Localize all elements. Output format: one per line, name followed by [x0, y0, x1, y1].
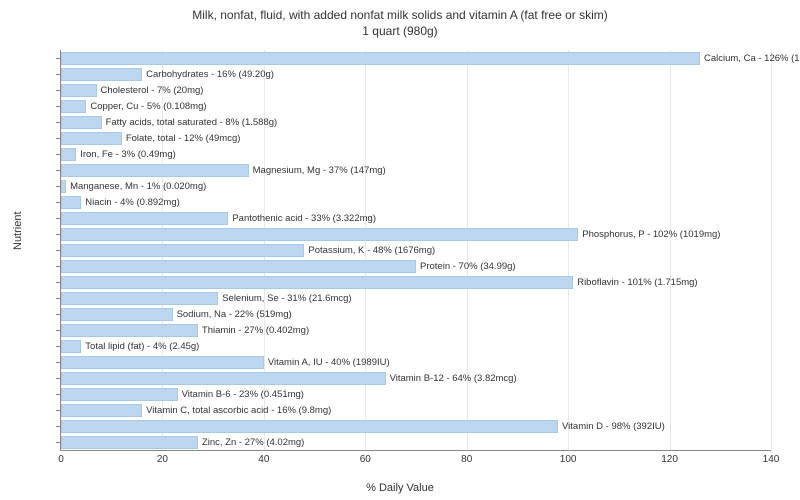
nutrient-bar-label: Manganese, Mn - 1% (0.020mg) [70, 180, 206, 193]
x-tick-label: 100 [560, 454, 577, 465]
x-tick-label: 140 [763, 454, 780, 465]
nutrient-bar-label: Carbohydrates - 16% (49.20g) [146, 68, 274, 81]
nutrient-bar-label: Vitamin B-12 - 64% (3.82mcg) [390, 372, 517, 385]
nutrient-bar-label: Protein - 70% (34.99g) [420, 260, 516, 273]
y-tick [56, 266, 61, 267]
y-tick [56, 346, 61, 347]
y-tick [56, 426, 61, 427]
plot-area: 020406080100120140Calcium, Ca - 126% (12… [60, 50, 771, 451]
nutrient-bar-label: Total lipid (fat) - 4% (2.45g) [85, 340, 199, 353]
x-tick-label: 120 [661, 454, 678, 465]
nutrient-bar [61, 84, 97, 97]
nutrient-bar [61, 372, 386, 385]
nutrient-bar-label: Calcium, Ca - 126% (1264mg) [704, 52, 800, 65]
nutrient-bar-label: Folate, total - 12% (49mcg) [126, 132, 241, 145]
nutrient-bar [61, 420, 558, 433]
title-line-1: Milk, nonfat, fluid, with added nonfat m… [192, 8, 608, 22]
nutrient-bar [61, 324, 198, 337]
y-tick [56, 202, 61, 203]
y-tick [56, 90, 61, 91]
gridline [771, 50, 772, 450]
nutrient-bar-label: Vitamin D - 98% (392IU) [562, 420, 665, 433]
x-tick-label: 80 [461, 454, 472, 465]
nutrient-bar-label: Pantothenic acid - 33% (3.322mg) [232, 212, 376, 225]
y-tick [56, 442, 61, 443]
nutrient-bar-label: Magnesium, Mg - 37% (147mg) [253, 164, 386, 177]
gridline [568, 50, 569, 450]
y-tick [56, 282, 61, 283]
y-tick [56, 154, 61, 155]
y-tick [56, 138, 61, 139]
x-tick-label: 60 [360, 454, 371, 465]
nutrient-bar [61, 148, 76, 161]
nutrient-bar-label: Vitamin C, total ascorbic acid - 16% (9.… [146, 404, 331, 417]
nutrient-bar [61, 244, 304, 257]
nutrient-bar [61, 436, 198, 449]
gridline [467, 50, 468, 450]
nutrient-bar [61, 292, 218, 305]
nutrient-bar [61, 356, 264, 369]
chart-title: Milk, nonfat, fluid, with added nonfat m… [0, 0, 800, 39]
y-axis-label: Nutrient [12, 211, 24, 250]
y-tick [56, 410, 61, 411]
y-tick [56, 58, 61, 59]
nutrient-bar [61, 180, 66, 193]
nutrient-bar [61, 68, 142, 81]
nutrient-bar-label: Selenium, Se - 31% (21.6mcg) [222, 292, 351, 305]
nutrient-bar-label: Fatty acids, total saturated - 8% (1.588… [106, 116, 278, 129]
nutrient-bar [61, 196, 81, 209]
nutrient-bar [61, 164, 249, 177]
nutrient-bar [61, 388, 178, 401]
nutrient-bar-label: Potassium, K - 48% (1676mg) [308, 244, 435, 257]
y-tick [56, 250, 61, 251]
nutrient-bar [61, 212, 228, 225]
y-tick [56, 170, 61, 171]
nutrient-bar [61, 260, 416, 273]
y-tick [56, 378, 61, 379]
nutrient-bar-label: Thiamin - 27% (0.402mg) [202, 324, 309, 337]
y-tick [56, 394, 61, 395]
nutrient-bar [61, 116, 102, 129]
y-tick [56, 362, 61, 363]
nutrient-bar-label: Iron, Fe - 3% (0.49mg) [80, 148, 176, 161]
nutrient-bar-label: Vitamin B-6 - 23% (0.451mg) [182, 388, 304, 401]
nutrient-bar [61, 308, 173, 321]
x-tick-label: 0 [58, 454, 64, 465]
nutrient-bar-label: Sodium, Na - 22% (519mg) [177, 308, 292, 321]
nutrient-bar-label: Riboflavin - 101% (1.715mg) [577, 276, 697, 289]
nutrient-bar-label: Cholesterol - 7% (20mg) [101, 84, 204, 97]
y-tick [56, 298, 61, 299]
y-tick [56, 314, 61, 315]
y-tick [56, 186, 61, 187]
nutrient-bar-label: Phosphorus, P - 102% (1019mg) [582, 228, 720, 241]
gridline [670, 50, 671, 450]
nutrient-bar-label: Copper, Cu - 5% (0.108mg) [90, 100, 206, 113]
y-tick [56, 234, 61, 235]
nutrient-bar [61, 100, 86, 113]
y-tick [56, 122, 61, 123]
x-tick-label: 40 [258, 454, 269, 465]
nutrient-bar [61, 404, 142, 417]
x-axis-label: % Daily Value [0, 482, 800, 494]
x-tick-label: 20 [157, 454, 168, 465]
nutrient-bar [61, 228, 578, 241]
nutrient-bar [61, 340, 81, 353]
y-tick [56, 106, 61, 107]
y-tick [56, 330, 61, 331]
nutrient-bar [61, 132, 122, 145]
nutrient-bar [61, 276, 573, 289]
y-tick [56, 74, 61, 75]
nutrient-bar-label: Vitamin A, IU - 40% (1989IU) [268, 356, 390, 369]
title-line-2: 1 quart (980g) [362, 24, 437, 38]
nutrient-bar [61, 52, 700, 65]
y-tick [56, 218, 61, 219]
nutrient-chart: Milk, nonfat, fluid, with added nonfat m… [0, 0, 800, 500]
nutrient-bar-label: Niacin - 4% (0.892mg) [85, 196, 180, 209]
nutrient-bar-label: Zinc, Zn - 27% (4.02mg) [202, 436, 304, 449]
